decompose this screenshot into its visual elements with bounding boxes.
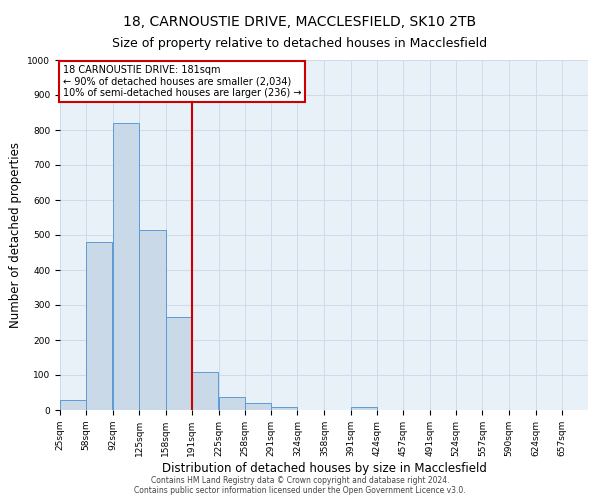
Text: 18 CARNOUSTIE DRIVE: 181sqm
← 90% of detached houses are smaller (2,034)
10% of : 18 CARNOUSTIE DRIVE: 181sqm ← 90% of det… bbox=[62, 66, 301, 98]
X-axis label: Distribution of detached houses by size in Macclesfield: Distribution of detached houses by size … bbox=[161, 462, 487, 474]
Text: Contains HM Land Registry data © Crown copyright and database right 2024.
Contai: Contains HM Land Registry data © Crown c… bbox=[134, 476, 466, 495]
Bar bbox=[219, 396, 245, 410]
Bar bbox=[139, 230, 166, 410]
Bar bbox=[271, 406, 298, 410]
Bar bbox=[60, 400, 86, 410]
Text: 18, CARNOUSTIE DRIVE, MACCLESFIELD, SK10 2TB: 18, CARNOUSTIE DRIVE, MACCLESFIELD, SK10… bbox=[124, 15, 476, 29]
Y-axis label: Number of detached properties: Number of detached properties bbox=[9, 142, 22, 328]
Bar bbox=[245, 403, 271, 410]
Bar bbox=[192, 372, 218, 410]
Bar bbox=[166, 318, 192, 410]
Bar bbox=[113, 123, 139, 410]
Bar bbox=[86, 242, 112, 410]
Bar bbox=[350, 406, 377, 410]
Text: Size of property relative to detached houses in Macclesfield: Size of property relative to detached ho… bbox=[112, 38, 488, 51]
